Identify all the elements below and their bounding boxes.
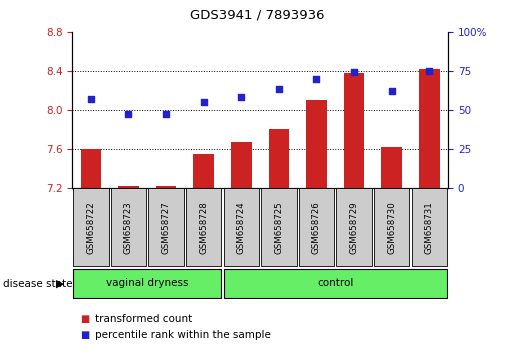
Point (237, 95, 245, 100)
Bar (231, 142, 252, 188)
Bar (268, 129, 289, 188)
Bar (306, 100, 327, 188)
FancyBboxPatch shape (224, 269, 447, 297)
Point (162, 112, 170, 117)
FancyBboxPatch shape (73, 188, 109, 267)
Bar (156, 186, 177, 188)
Text: GSM658726: GSM658726 (312, 201, 321, 254)
Bar (344, 73, 365, 188)
Point (388, 88, 396, 94)
Text: GSM658724: GSM658724 (237, 201, 246, 254)
Text: transformed count: transformed count (95, 314, 193, 324)
Text: control: control (317, 278, 353, 288)
Text: GDS3941 / 7893936: GDS3941 / 7893936 (190, 9, 325, 22)
FancyBboxPatch shape (186, 188, 221, 267)
Text: GSM658722: GSM658722 (87, 201, 95, 254)
FancyBboxPatch shape (299, 188, 334, 267)
Bar (80, 149, 101, 188)
Text: ■: ■ (80, 330, 89, 339)
Text: GSM658723: GSM658723 (124, 201, 133, 254)
FancyBboxPatch shape (111, 188, 146, 267)
Text: percentile rank within the sample: percentile rank within the sample (95, 330, 271, 339)
Bar (381, 147, 402, 188)
FancyBboxPatch shape (73, 269, 221, 297)
Point (312, 76, 320, 81)
Text: GSM658730: GSM658730 (387, 201, 396, 254)
Text: GSM658727: GSM658727 (162, 201, 170, 254)
FancyBboxPatch shape (411, 188, 447, 267)
Text: ■: ■ (80, 314, 89, 324)
FancyBboxPatch shape (224, 188, 259, 267)
Point (350, 69, 358, 75)
FancyBboxPatch shape (336, 188, 372, 267)
Bar (419, 69, 440, 188)
Bar (193, 154, 214, 188)
Point (200, 99, 208, 105)
Text: GSM658731: GSM658731 (425, 201, 434, 254)
Text: GSM658725: GSM658725 (274, 201, 283, 254)
Text: disease state: disease state (3, 279, 72, 289)
Bar (118, 186, 139, 188)
Text: GSM658728: GSM658728 (199, 201, 208, 254)
FancyBboxPatch shape (374, 188, 409, 267)
Point (87, 96, 95, 102)
Point (425, 68, 434, 74)
FancyBboxPatch shape (148, 188, 184, 267)
Text: vaginal dryness: vaginal dryness (106, 278, 188, 288)
FancyBboxPatch shape (261, 188, 297, 267)
Point (125, 112, 133, 117)
Text: GSM658729: GSM658729 (350, 201, 358, 254)
Point (275, 87, 283, 92)
Text: ▶: ▶ (56, 279, 64, 289)
